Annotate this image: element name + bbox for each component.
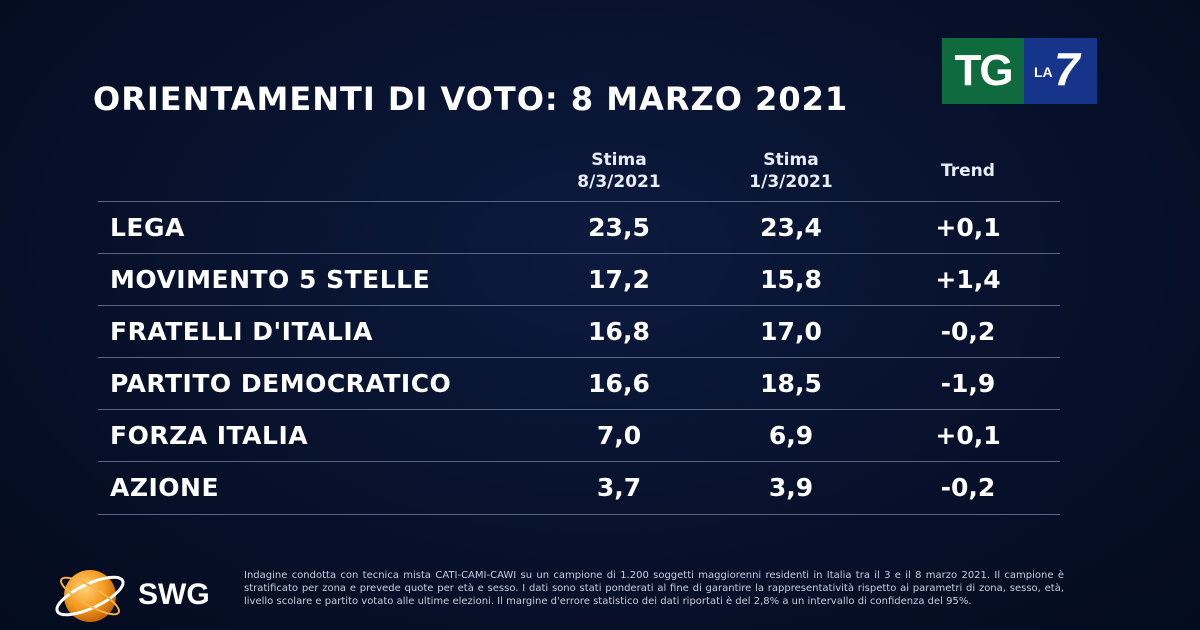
party-name: AZIONE [110,473,220,502]
trend-value: -1,9 [940,369,996,398]
estimate-current: 16,6 [588,369,650,398]
header-label: Stima [763,150,819,170]
estimate-current: 16,8 [588,317,650,346]
header-trend: Trend [941,161,995,181]
la-logo-text: LA [1034,64,1053,80]
trend-value: -0,2 [940,317,996,346]
table-row: FORZA ITALIA 7,0 6,9 +0,1 [98,409,1060,462]
party-name: FORZA ITALIA [110,421,309,450]
header-estimate-current: Stima 8/3/2021 [539,149,699,193]
estimate-previous: 6,9 [768,421,814,450]
table-row: AZIONE 3,7 3,9 -0,2 [98,461,1060,515]
seven-logo-text: 7 [1054,43,1080,95]
pollster-name: SWG [138,578,210,611]
trend-value: +0,1 [935,213,1001,242]
table-row: FRATELLI D'ITALIA 16,8 17,0 -0,2 [98,305,1060,358]
header-date: 1/3/2021 [749,172,833,192]
header-date: 8/3/2021 [577,172,661,192]
table-row: MOVIMENTO 5 STELLE 17,2 15,8 +1,4 [98,253,1060,306]
party-name: MOVIMENTO 5 STELLE [110,265,431,294]
la7-logo: LA 7 [1024,38,1097,104]
estimate-previous: 15,8 [760,265,822,294]
party-name: FRATELLI D'ITALIA [110,317,373,346]
page-title: ORIENTAMENTI DI VOTO: 8 MARZO 2021 [93,80,849,118]
estimate-previous: 3,9 [768,473,814,502]
header-estimate-previous: Stima 1/3/2021 [711,149,871,193]
table-row: PARTITO DEMOCRATICO 16,6 18,5 -1,9 [98,357,1060,410]
swg-globe-icon [55,570,125,622]
estimate-current: 7,0 [596,421,642,450]
methodology-note: Indagine condotta con tecnica mista CATI… [244,570,1064,607]
trend-value: -0,2 [940,473,996,502]
trend-value: +1,4 [935,265,1001,294]
trend-value: +0,1 [935,421,1001,450]
estimate-previous: 23,4 [760,213,822,242]
estimate-previous: 18,5 [760,369,822,398]
estimate-current: 17,2 [588,265,650,294]
estimate-current: 3,7 [596,473,642,502]
estimate-current: 23,5 [588,213,650,242]
table-row: LEGA 23,5 23,4 +0,1 [98,201,1060,254]
tg-logo-text: TG [942,38,1024,104]
party-name: LEGA [110,213,185,242]
header-label: Stima [591,150,647,170]
estimate-previous: 17,0 [760,317,822,346]
party-name: PARTITO DEMOCRATICO [110,369,452,398]
tg-la7-logo: TG LA 7 [942,38,1097,104]
